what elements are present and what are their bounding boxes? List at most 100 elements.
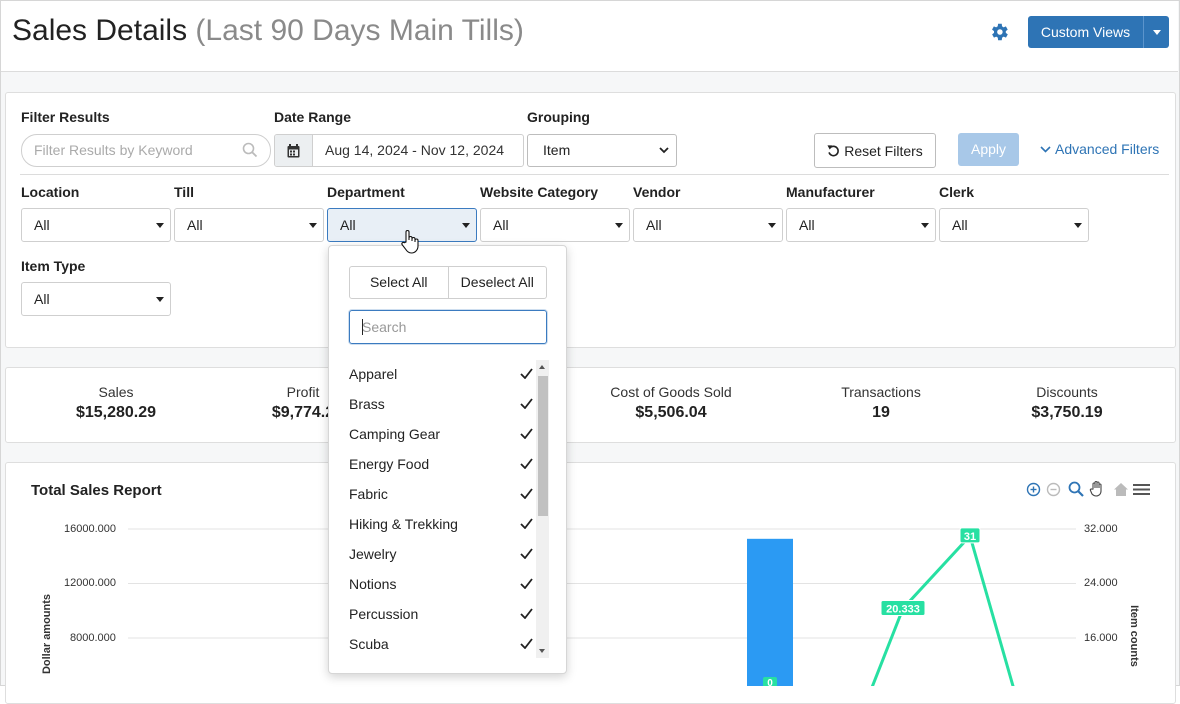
advanced-filters-link[interactable]: Advanced Filters	[1040, 141, 1159, 157]
item-type-label: Item Type	[21, 258, 86, 274]
stat-sales: Sales $15,280.29	[56, 384, 176, 422]
stat-transactions: Transactions 19	[821, 384, 941, 422]
checkmark-icon	[520, 458, 533, 469]
filter-divider	[20, 174, 1169, 175]
clerk-dropdown[interactable]: All	[939, 208, 1089, 242]
y-axis-title: Dollar amounts	[41, 593, 54, 675]
department-option[interactable]: Camping Gear	[349, 420, 533, 450]
department-option[interactable]: Scuba	[349, 630, 533, 660]
scrollbar-thumb[interactable]	[538, 376, 548, 516]
checkmark-icon	[520, 368, 533, 379]
department-option[interactable]: Fabric	[349, 480, 533, 510]
manufacturer-value: All	[799, 217, 815, 233]
apply-button[interactable]: Apply	[958, 133, 1019, 166]
department-option-label: Fabric	[349, 486, 388, 502]
zoom-in-icon[interactable]	[1026, 482, 1041, 497]
stat-cogs: Cost of Goods Sold $5,506.04	[596, 384, 746, 422]
page-header: Sales Details (Last 90 Days Main Tills) …	[1, 1, 1178, 72]
keyword-search-input[interactable]: Filter Results by Keyword	[21, 134, 271, 167]
custom-views-button[interactable]: Custom Views	[1028, 16, 1169, 48]
department-dropdown-menu: Select All Deselect All Search Apparel Br…	[328, 245, 567, 674]
caret-down-icon	[156, 297, 164, 302]
department-option-label: Apparel	[349, 366, 398, 382]
stat-cogs-value: $5,506.04	[635, 404, 707, 421]
reset-filters-button[interactable]: Reset Filters	[814, 133, 936, 168]
caret-down-icon	[615, 223, 623, 228]
department-option[interactable]: Energy Food	[349, 450, 533, 480]
vendor-value: All	[646, 217, 662, 233]
stat-discounts: Discounts $3,750.19	[1007, 384, 1127, 422]
stat-transactions-label: Transactions	[841, 384, 921, 400]
chart-title: Total Sales Report	[31, 482, 162, 499]
page-title-main: Sales Details	[12, 14, 188, 47]
date-range-picker[interactable]: Aug 14, 2024 - Nov 12, 2024	[274, 134, 524, 167]
till-value: All	[187, 217, 203, 233]
item-type-value: All	[34, 291, 50, 307]
home-icon[interactable]	[1113, 482, 1129, 497]
department-option-label: Hiking & Trekking	[349, 516, 458, 532]
department-option[interactable]: Brass	[349, 390, 533, 420]
search-icon	[242, 142, 258, 158]
menu-icon[interactable]	[1133, 483, 1150, 496]
page-title-subtitle: (Last 90 Days Main Tills)	[195, 14, 524, 47]
stat-sales-label: Sales	[98, 384, 134, 400]
department-option[interactable]: Apparel	[349, 360, 533, 390]
checkmark-icon	[520, 638, 533, 649]
y-tick-label: 12000.000	[64, 577, 116, 589]
department-option[interactable]: Jewelry	[349, 540, 533, 570]
gear-icon[interactable]	[988, 21, 1010, 43]
zoom-out-icon[interactable]	[1046, 482, 1061, 497]
department-dropdown[interactable]: All	[327, 208, 477, 242]
total-sales-chart: 0 20.333 31	[128, 527, 1076, 686]
checkmark-icon	[520, 548, 533, 559]
text-cursor	[362, 319, 363, 335]
website-category-dropdown[interactable]: All	[480, 208, 630, 242]
grouping-value: Item	[543, 142, 571, 158]
vendor-dropdown[interactable]: All	[633, 208, 783, 242]
checkmark-icon	[520, 428, 533, 439]
advanced-filters-label: Advanced Filters	[1055, 141, 1160, 157]
department-option[interactable]: Percussion	[349, 600, 533, 630]
deselect-all-button[interactable]: Deselect All	[460, 274, 534, 290]
department-option-label: Jewelry	[349, 546, 397, 562]
department-option[interactable]: Notions	[349, 570, 533, 600]
custom-views-label[interactable]: Custom Views	[1028, 16, 1144, 48]
clerk-value: All	[952, 217, 968, 233]
magnify-icon[interactable]	[1068, 481, 1084, 497]
checkmark-icon	[520, 488, 533, 499]
location-dropdown[interactable]: All	[21, 208, 171, 242]
department-search-placeholder: Search	[362, 319, 407, 335]
chevron-down-icon	[1040, 145, 1051, 153]
till-dropdown[interactable]: All	[174, 208, 324, 242]
dropdown-scrollbar[interactable]	[536, 360, 549, 658]
manufacturer-dropdown[interactable]: All	[786, 208, 936, 242]
line-data-label-bg	[880, 599, 926, 616]
grouping-label: Grouping	[527, 109, 590, 125]
keyword-placeholder: Filter Results by Keyword	[34, 142, 193, 158]
caret-down-icon	[309, 223, 317, 228]
select-toggle-group: Select All Deselect All	[349, 266, 547, 299]
y-tick-label: 8000.000	[70, 632, 116, 644]
custom-views-caret-icon[interactable]	[1144, 16, 1169, 48]
scroll-down-arrow-icon[interactable]	[539, 649, 545, 653]
pan-icon[interactable]	[1089, 480, 1105, 498]
select-all-button[interactable]: Select All	[350, 267, 449, 298]
item-count-line	[870, 532, 1015, 686]
department-search-input[interactable]: Search	[349, 310, 547, 344]
department-option-label: Percussion	[349, 606, 419, 622]
vendor-label: Vendor	[633, 184, 681, 200]
checkmark-icon	[520, 578, 533, 589]
caret-down-icon	[156, 223, 164, 228]
department-option[interactable]: Hiking & Trekking	[349, 510, 533, 540]
grouping-select[interactable]: Item	[527, 134, 677, 167]
stat-profit-value: $9,774.2	[271, 404, 335, 421]
bar-data-label: 0	[767, 678, 773, 686]
location-label: Location	[21, 184, 80, 200]
scroll-up-arrow-icon[interactable]	[539, 365, 545, 369]
item-type-dropdown[interactable]: All	[21, 282, 171, 316]
hand-cursor-icon	[401, 230, 419, 254]
page-title: Sales Details (Last 90 Days Main Tills)	[12, 14, 524, 48]
checkmark-icon	[520, 398, 533, 409]
website-category-value: All	[493, 217, 509, 233]
calendar-icon[interactable]	[275, 135, 313, 166]
